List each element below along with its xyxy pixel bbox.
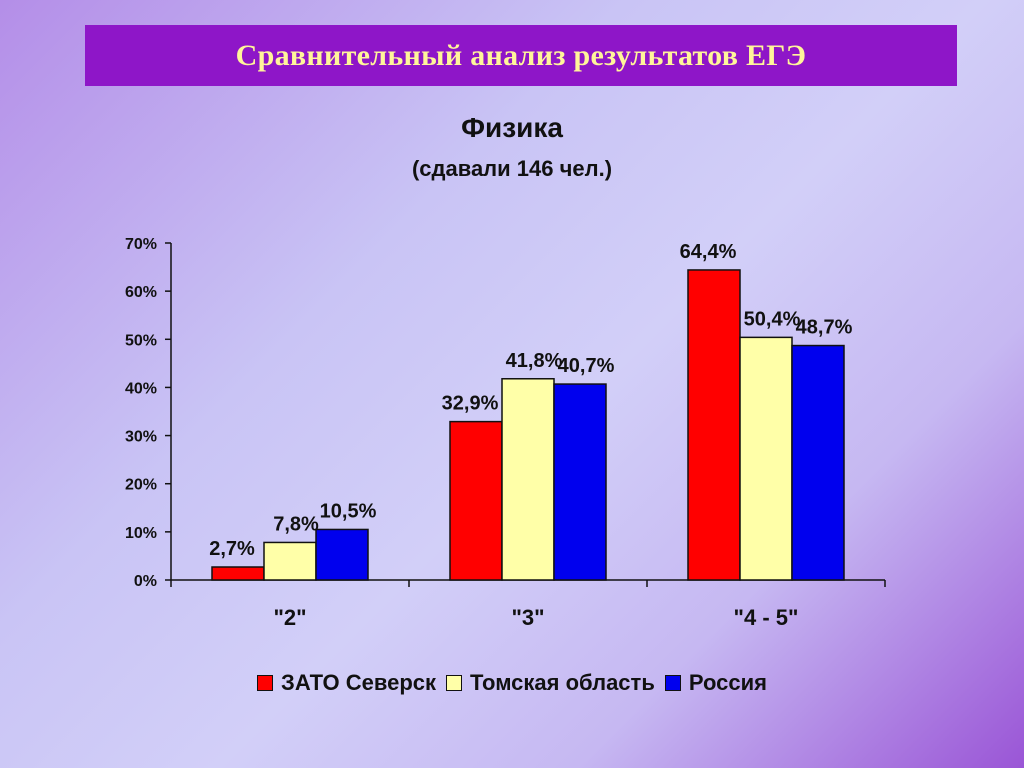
chart-subtitle: (сдавали 146 чел.) [411, 156, 613, 181]
x-tick-label: "3" [511, 605, 544, 630]
data-label: 41,8% [506, 350, 563, 372]
bar [263, 541, 317, 581]
y-tick-label: 30% [125, 429, 157, 446]
chart-title: Физика [461, 112, 563, 143]
bar [739, 336, 793, 581]
bar [501, 378, 555, 581]
y-tick-label: 0% [134, 573, 157, 590]
bar [315, 528, 369, 581]
x-tick-label: "4 - 5" [734, 605, 799, 630]
legend-swatch-series-2 [664, 675, 681, 691]
slide-title: Сравнительный анализ результатов ЕГЭ [235, 38, 807, 72]
y-tick-label: 40% [125, 380, 157, 397]
legend-label-series-1: Томская область [470, 670, 655, 695]
bar [211, 566, 265, 581]
legend-swatch-series-1 [446, 675, 462, 691]
legend-label-series-2: Россия [688, 670, 767, 695]
legend-item-series-2: Россия [664, 670, 767, 696]
bar [791, 344, 845, 581]
data-label: 10,5% [320, 500, 377, 522]
y-tick-label: 10% [125, 525, 157, 542]
bar [449, 420, 503, 581]
data-label: 7,8% [273, 513, 319, 535]
data-label: 40,7% [558, 355, 615, 377]
data-label: 50,4% [744, 308, 801, 330]
data-label: 48,7% [796, 317, 853, 339]
legend-swatch-series-0 [257, 675, 274, 691]
x-tick-label: "2" [273, 605, 306, 630]
legend-item-series-1: Томская область [446, 670, 655, 696]
y-tick-label: 20% [125, 477, 157, 494]
legend-label-series-0: ЗАТО Северск [281, 670, 436, 695]
title-banner: Сравнительный анализ результатов ЕГЭ [85, 25, 957, 86]
data-label: 32,9% [442, 393, 499, 415]
y-tick-label: 60% [125, 284, 157, 301]
bar [553, 383, 607, 581]
y-tick-label: 70% [125, 236, 157, 253]
bar [687, 269, 741, 581]
chart-legend: ЗАТО Северск Томская область Россия [0, 670, 1024, 696]
data-label: 64,4% [680, 241, 737, 263]
data-label: 2,7% [209, 538, 255, 560]
y-tick-label: 50% [125, 332, 157, 349]
legend-item-series-0: ЗАТО Северск [257, 670, 436, 696]
